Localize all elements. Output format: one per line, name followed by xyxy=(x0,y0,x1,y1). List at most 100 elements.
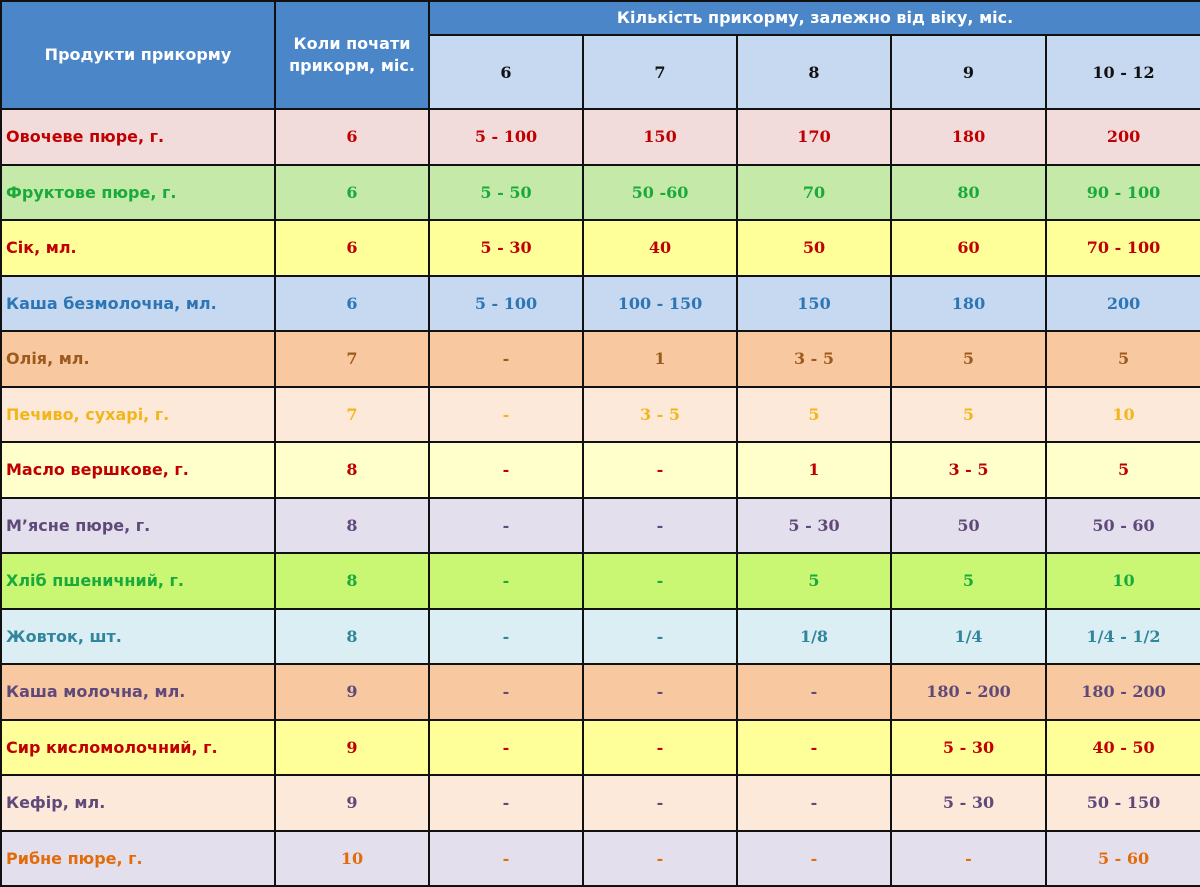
amount-cell: 5 xyxy=(890,552,1047,610)
amount-cell: 5 xyxy=(736,385,892,443)
amount-cell: - xyxy=(428,829,584,887)
table-row: Каша безмолочна, мл. 6 5 - 100 100 - 150 150… xyxy=(0,274,1200,332)
start-month-cell: 7 xyxy=(274,385,430,443)
amount-cell: 150 xyxy=(582,108,738,166)
amount-cell: - xyxy=(428,496,584,554)
amount-cell: - xyxy=(736,718,892,776)
age-group-header: Кількість прикорму, залежно від віку, мі… xyxy=(427,0,1200,36)
amount-cell: 180 xyxy=(890,108,1047,166)
amount-cell: 50 - 60 xyxy=(1044,496,1200,554)
product-cell: Масло вершкове, г. xyxy=(0,441,276,499)
table-row: Хліб пшеничний, г. 8- -5 5 10 xyxy=(0,552,1200,610)
start-month-cell: 9 xyxy=(274,663,430,721)
start-month-cell: 7 xyxy=(274,330,430,388)
product-cell: Сік, мл. xyxy=(0,219,276,277)
start-month-cell: 8 xyxy=(274,441,430,499)
amount-cell: 100 - 150 xyxy=(582,274,738,332)
product-cell: Фруктове пюре, г. xyxy=(0,163,276,221)
amount-cell: 1/8 xyxy=(736,607,892,665)
amount-cell: 5 - 50 xyxy=(428,163,584,221)
start-month-cell: 6 xyxy=(274,219,430,277)
amount-cell: 180 xyxy=(890,274,1047,332)
amount-cell: 3 - 5 xyxy=(890,441,1047,499)
product-cell: Каша молочна, мл. xyxy=(0,663,276,721)
start-month-cell: 9 xyxy=(274,718,430,776)
amount-cell: 5 - 30 xyxy=(890,774,1047,832)
amount-cell: 200 xyxy=(1044,274,1200,332)
amount-cell: 40 - 50 xyxy=(1044,718,1200,776)
amount-cell: 5 - 30 xyxy=(428,219,584,277)
amount-cell: 5 - 100 xyxy=(428,274,584,332)
amount-cell: 50 -60 xyxy=(582,163,738,221)
amount-cell: - xyxy=(736,829,892,887)
amount-cell: - xyxy=(428,441,584,499)
amount-cell: 70 xyxy=(736,163,892,221)
table-row: Жовток, шт. 8- -1/8 1/4 1/4 - 1/2 xyxy=(0,607,1200,665)
amount-cell: - xyxy=(428,607,584,665)
amount-cell: 80 xyxy=(890,163,1047,221)
amount-cell: - xyxy=(582,441,738,499)
product-cell: Жовток, шт. xyxy=(0,607,276,665)
amount-cell: 5 - 100 xyxy=(428,108,584,166)
table-row: Фруктове пюре, г. 6 5 - 50 50 -60 70 80 90 - 1… xyxy=(0,163,1200,221)
amount-cell: 150 xyxy=(736,274,892,332)
amount-cell: 3 - 5 xyxy=(736,330,892,388)
amount-cell: 5 xyxy=(1044,441,1200,499)
product-cell: Сир кисломолочний, г. xyxy=(0,718,276,776)
table-row: М’ясне пюре, г. 8- -5 - 30 50 50 - 60 xyxy=(0,496,1200,554)
table-row: Печиво, сухарі, г. 7-3 - 5 5 5 10 xyxy=(0,385,1200,443)
product-cell: Кефір, мл. xyxy=(0,774,276,832)
table-row: Овочеве пюре, г. 6 5 - 100 150 170 180 200 xyxy=(0,108,1200,166)
table-body: Овочеве пюре, г. 6 5 - 100 150 170 180 200 Фрук… xyxy=(0,108,1200,887)
amount-cell: - xyxy=(428,718,584,776)
amount-cell: - xyxy=(582,774,738,832)
amount-cell: - xyxy=(582,496,738,554)
amount-cell: 50 - 150 xyxy=(1044,774,1200,832)
amount-cell: 5 xyxy=(890,385,1047,443)
amount-cell: - xyxy=(890,829,1047,887)
amount-cell: 50 xyxy=(890,496,1047,554)
product-column-header: Продукти прикорму xyxy=(0,0,276,110)
amount-cell: 50 xyxy=(736,219,892,277)
start-month-cell: 6 xyxy=(274,274,430,332)
start-column-header: Коли почати прикорм, міс. xyxy=(274,0,430,110)
age-header-8: 8 xyxy=(736,34,892,110)
amount-cell: - xyxy=(428,385,584,443)
product-cell: Олія, мл. xyxy=(0,330,276,388)
age-header-9: 9 xyxy=(890,34,1047,110)
amount-cell: - xyxy=(428,330,584,388)
amount-cell: 10 xyxy=(1044,385,1200,443)
table-row: Сік, мл. 6 5 - 30 40 50 60 70 - 100 xyxy=(0,219,1200,277)
amount-cell: 200 xyxy=(1044,108,1200,166)
start-month-cell: 6 xyxy=(274,108,430,166)
amount-cell: 90 - 100 xyxy=(1044,163,1200,221)
amount-cell: - xyxy=(582,607,738,665)
amount-cell: 40 xyxy=(582,219,738,277)
table-row: Каша молочна, мл. 9- - -180 - 200 180 - 200 xyxy=(0,663,1200,721)
table-row: Рибне пюре, г. 10- - - -5 - 60 xyxy=(0,829,1200,887)
amount-cell: 3 - 5 xyxy=(582,385,738,443)
product-cell: Овочеве пюре, г. xyxy=(0,108,276,166)
amount-cell: - xyxy=(736,663,892,721)
amount-cell: - xyxy=(736,774,892,832)
amount-cell: 1 xyxy=(736,441,892,499)
start-month-cell: 8 xyxy=(274,496,430,554)
start-month-cell: 9 xyxy=(274,774,430,832)
product-cell: М’ясне пюре, г. xyxy=(0,496,276,554)
start-month-cell: 6 xyxy=(274,163,430,221)
table-row: Сир кисломолочний, г. 9- - -5 - 30 40 - 50 xyxy=(0,718,1200,776)
age-header-6: 6 xyxy=(428,34,584,110)
amount-cell: - xyxy=(582,718,738,776)
amount-cell: 1 xyxy=(582,330,738,388)
amount-cell: 60 xyxy=(890,219,1047,277)
amount-cell: 70 - 100 xyxy=(1044,219,1200,277)
amount-cell: - xyxy=(428,663,584,721)
age-header-7: 7 xyxy=(582,34,738,110)
product-cell: Рибне пюре, г. xyxy=(0,829,276,887)
product-cell: Хліб пшеничний, г. xyxy=(0,552,276,610)
amount-cell: - xyxy=(582,663,738,721)
amount-cell: 5 - 30 xyxy=(736,496,892,554)
amount-cell: 5 xyxy=(1044,330,1200,388)
